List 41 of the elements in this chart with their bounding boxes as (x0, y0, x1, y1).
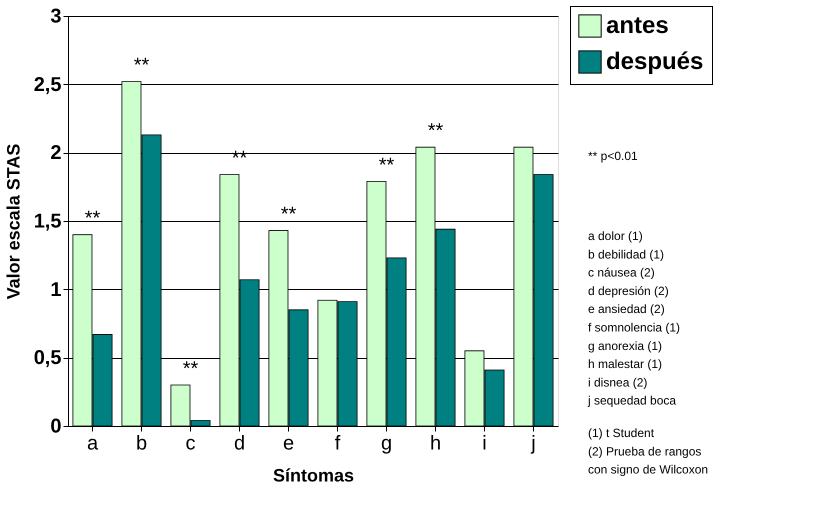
y-tick-label: 2 (50, 142, 62, 164)
text: g anorexia (1) (588, 338, 662, 353)
x-tick-label: i (482, 432, 487, 454)
y-tick-label: 0,5 (34, 347, 62, 370)
text: b debilidad (1) (588, 247, 664, 262)
x-tick-label: b (136, 432, 148, 454)
text: j sequedad boca (587, 394, 676, 408)
x-axis-title: Síntomas (272, 466, 354, 486)
annotation: ** (428, 120, 444, 142)
annotation: ** (134, 54, 150, 77)
annotation: ** (182, 358, 198, 380)
annotation: ** (84, 208, 100, 230)
y-tick-label: 3 (50, 6, 62, 28)
y-axis-title: Valor escala STAS (4, 144, 24, 300)
y-tick-label: 1 (50, 278, 62, 301)
annotation: ** (280, 204, 296, 226)
text: a dolor (1) (588, 229, 643, 243)
text: con signo de Wilcoxon (588, 462, 708, 477)
legend-label: antes (606, 12, 669, 39)
text: c náusea (2) (588, 266, 655, 280)
text: (1) t Student (588, 426, 655, 440)
x-tick-label: a (86, 432, 99, 454)
x-tick-label: j (530, 432, 536, 454)
legend-label: después (606, 48, 704, 75)
annotation: ** (378, 154, 394, 176)
y-tick-label: 2,5 (34, 74, 62, 96)
text: f somnolencia (1) (588, 320, 680, 334)
x-tick-label: h (430, 432, 442, 454)
y-tick-label: 0 (50, 416, 62, 438)
text: ** p<0.01 (588, 149, 638, 163)
text: e ansiedad (2) (588, 302, 665, 316)
text: h malestar (1) (588, 357, 662, 372)
x-tick-label: e (282, 432, 294, 454)
text: d depresión (2) (588, 284, 669, 298)
text: (2) Prueba de rangos (588, 444, 702, 458)
y-tick-label: 1,5 (34, 210, 62, 232)
text: i disnea (2) (588, 375, 648, 390)
x-tick-label: f (334, 432, 341, 454)
x-tick-label: c (186, 432, 196, 454)
x-tick-label: d (234, 432, 246, 454)
x-tick-label: g (380, 432, 392, 454)
